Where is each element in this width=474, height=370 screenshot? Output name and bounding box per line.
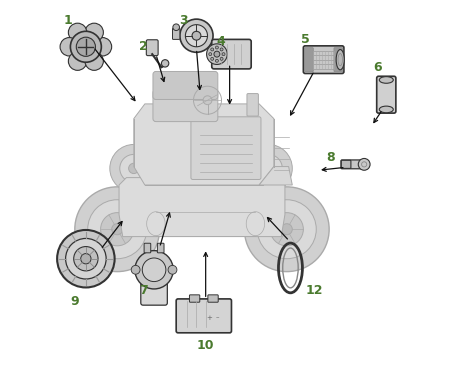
Circle shape	[68, 23, 87, 41]
Circle shape	[65, 238, 106, 279]
Circle shape	[245, 187, 329, 272]
FancyBboxPatch shape	[146, 40, 158, 55]
Polygon shape	[259, 166, 292, 185]
FancyBboxPatch shape	[341, 160, 362, 169]
Circle shape	[110, 144, 158, 192]
FancyBboxPatch shape	[157, 243, 164, 253]
Circle shape	[263, 163, 273, 174]
Circle shape	[185, 25, 208, 47]
Circle shape	[222, 53, 225, 55]
Circle shape	[207, 44, 227, 64]
Circle shape	[85, 23, 103, 41]
Circle shape	[75, 187, 160, 272]
Circle shape	[180, 19, 213, 52]
Ellipse shape	[379, 77, 393, 83]
FancyBboxPatch shape	[190, 295, 200, 302]
Text: 7: 7	[138, 283, 147, 296]
Circle shape	[192, 31, 201, 40]
FancyBboxPatch shape	[173, 28, 180, 39]
FancyBboxPatch shape	[141, 277, 167, 305]
Text: 5: 5	[301, 33, 310, 46]
Text: +: +	[206, 315, 212, 321]
Text: 12: 12	[306, 283, 323, 296]
Circle shape	[112, 224, 123, 235]
Circle shape	[245, 144, 292, 192]
Circle shape	[211, 48, 214, 51]
Circle shape	[162, 60, 169, 67]
Text: 8: 8	[327, 151, 335, 164]
FancyBboxPatch shape	[303, 46, 344, 74]
Circle shape	[358, 158, 370, 170]
Circle shape	[128, 163, 139, 174]
FancyBboxPatch shape	[144, 243, 151, 253]
Circle shape	[203, 96, 212, 105]
Circle shape	[257, 200, 316, 259]
Circle shape	[281, 224, 292, 235]
Circle shape	[209, 53, 212, 55]
Circle shape	[135, 250, 173, 289]
Circle shape	[93, 38, 112, 56]
Circle shape	[60, 38, 79, 56]
Circle shape	[131, 265, 140, 274]
FancyBboxPatch shape	[212, 39, 251, 69]
FancyBboxPatch shape	[247, 94, 258, 116]
Circle shape	[120, 154, 148, 182]
Circle shape	[88, 200, 146, 259]
Circle shape	[211, 57, 214, 60]
FancyBboxPatch shape	[191, 117, 261, 179]
Circle shape	[142, 258, 166, 282]
Circle shape	[216, 46, 219, 49]
Ellipse shape	[379, 106, 393, 113]
Text: 2: 2	[138, 40, 147, 53]
Circle shape	[173, 24, 180, 31]
FancyBboxPatch shape	[153, 90, 218, 122]
Polygon shape	[119, 178, 285, 236]
FancyBboxPatch shape	[153, 71, 218, 100]
FancyBboxPatch shape	[334, 48, 343, 72]
Circle shape	[255, 154, 283, 182]
Ellipse shape	[336, 50, 344, 70]
Text: 6: 6	[373, 61, 382, 74]
Circle shape	[81, 253, 91, 264]
Circle shape	[73, 246, 98, 271]
Circle shape	[220, 57, 223, 60]
Circle shape	[214, 51, 220, 57]
Text: 4: 4	[216, 35, 225, 48]
Circle shape	[100, 213, 134, 246]
Circle shape	[68, 52, 87, 70]
FancyBboxPatch shape	[176, 299, 231, 333]
FancyBboxPatch shape	[208, 295, 218, 302]
Text: 1: 1	[63, 14, 72, 27]
Circle shape	[220, 48, 223, 51]
Polygon shape	[134, 104, 274, 185]
Circle shape	[85, 52, 103, 70]
Text: 9: 9	[71, 295, 79, 307]
Circle shape	[168, 265, 177, 274]
Circle shape	[216, 59, 219, 62]
Text: 10: 10	[197, 339, 214, 352]
Circle shape	[70, 31, 101, 62]
FancyBboxPatch shape	[304, 48, 313, 72]
Circle shape	[57, 230, 115, 287]
Circle shape	[270, 213, 303, 246]
Text: –: –	[216, 315, 219, 321]
Text: 3: 3	[179, 14, 188, 27]
Circle shape	[76, 37, 95, 56]
FancyBboxPatch shape	[341, 160, 351, 168]
FancyBboxPatch shape	[377, 76, 396, 113]
